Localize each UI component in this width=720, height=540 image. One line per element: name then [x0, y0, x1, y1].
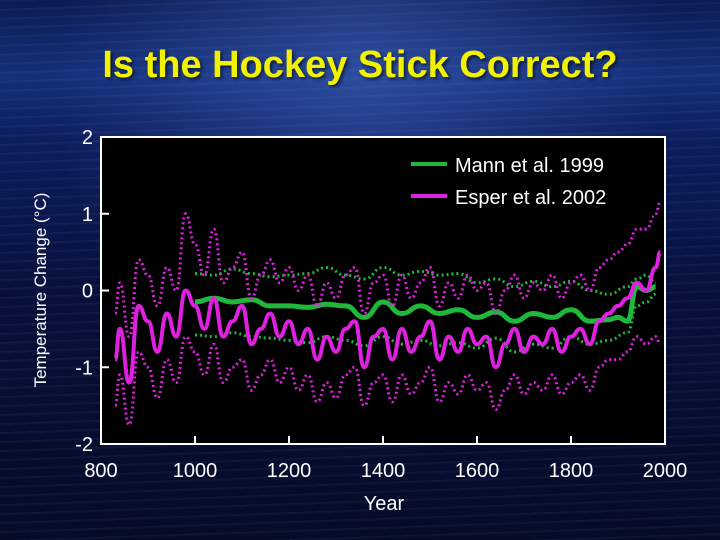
x-tick-label-6: 2000 — [643, 460, 688, 482]
y-tick-label-3: -1 — [75, 357, 93, 379]
series-line-0 — [194, 284, 656, 324]
series-layer — [113, 200, 663, 427]
y-axis-label: Temperature Change (°C) — [31, 193, 50, 388]
legend: Mann et al. 1999 Esper et al. 2002 — [401, 147, 652, 220]
ticks-layer: 800 1000 1200 1400 1600 1800 2000 2 1 0 -1 -2 — [75, 127, 687, 482]
x-tick-label-3: 1400 — [361, 460, 406, 482]
series-line-2 — [194, 292, 656, 354]
series-line-1 — [194, 266, 656, 296]
legend-box — [401, 147, 652, 220]
legend-label-mann: Mann et al. 1999 — [455, 155, 604, 177]
chart-title: Is the Hockey Stick Correct? — [102, 44, 618, 86]
series-line-3 — [113, 250, 663, 385]
x-tick-label-5: 1800 — [549, 460, 594, 482]
y-tick-label-0: 2 — [82, 127, 93, 149]
series-line-5 — [113, 335, 661, 427]
x-axis-label: Year — [364, 493, 405, 515]
x-tick-label-2: 1200 — [267, 460, 312, 482]
y-tick-label-1: 1 — [82, 204, 93, 226]
x-tick-label-4: 1600 — [455, 460, 500, 482]
legend-label-esper: Esper et al. 2002 — [455, 187, 606, 209]
y-tick-label-2: 0 — [82, 281, 93, 303]
y-tick-label-4: -2 — [75, 434, 93, 456]
x-tick-label-1: 1000 — [173, 460, 218, 482]
x-tick-label-0: 800 — [84, 460, 117, 482]
